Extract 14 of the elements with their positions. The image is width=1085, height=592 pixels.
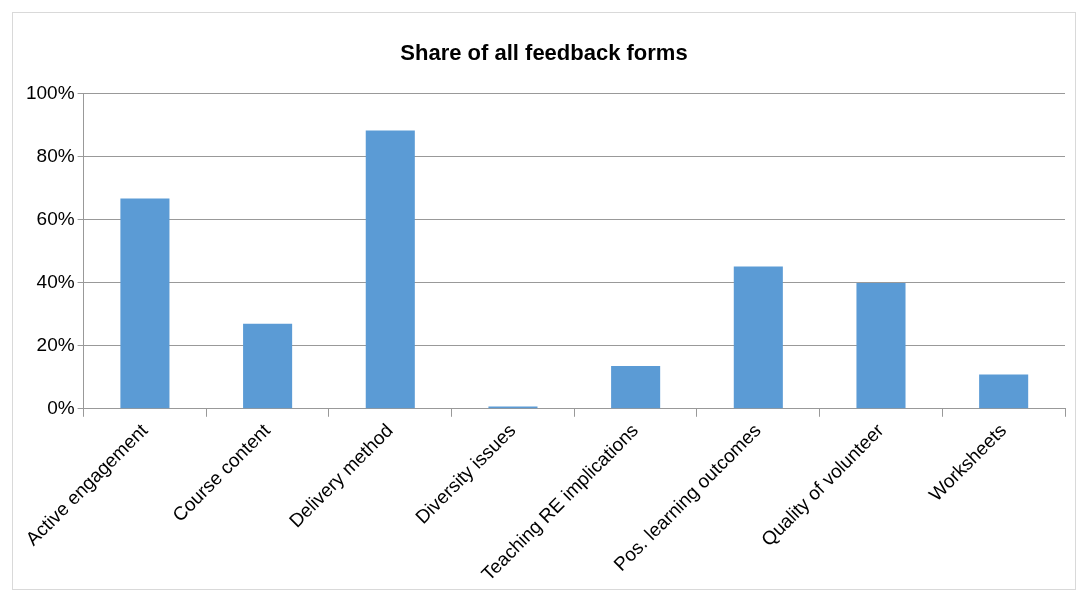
y-tick-label: 100%	[25, 81, 75, 103]
bar	[979, 374, 1029, 409]
bar	[365, 130, 415, 409]
y-tick-label: 0%	[47, 397, 75, 419]
y-tick-label: 20%	[36, 333, 75, 355]
bar	[120, 198, 170, 409]
y-tick-label: 60%	[36, 207, 75, 229]
y-tick-label: 80%	[36, 144, 75, 166]
bar	[611, 365, 661, 409]
bar	[856, 282, 906, 409]
y-tick-label: 40%	[36, 270, 75, 292]
chart-title: Share of all feedback forms	[400, 40, 688, 66]
bar	[243, 323, 293, 409]
bar	[733, 266, 783, 409]
